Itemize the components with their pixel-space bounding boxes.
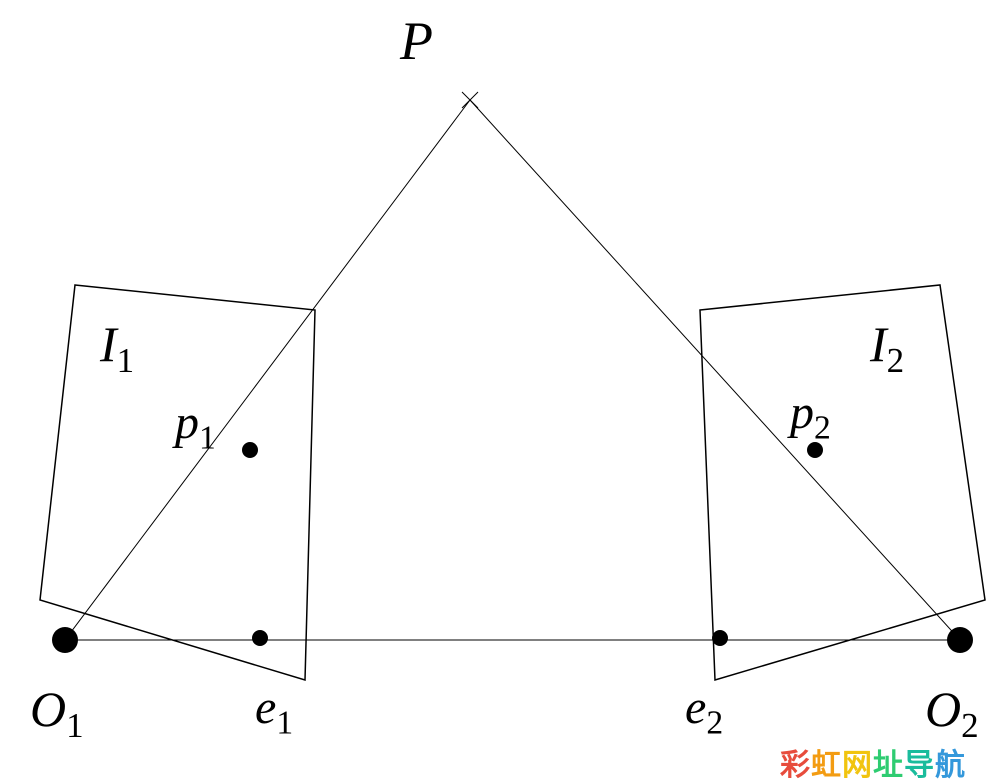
point-O1 xyxy=(52,627,78,653)
label-O2: O2 xyxy=(925,680,979,746)
point-O2 xyxy=(947,627,973,653)
point-e1 xyxy=(252,630,268,646)
label-I2-sub: 2 xyxy=(887,341,905,380)
label-p2: p2 xyxy=(790,385,831,448)
label-P: P xyxy=(400,10,433,72)
label-O1-text: O xyxy=(30,681,66,737)
label-p1-text: p xyxy=(175,396,199,449)
label-e2-text: e xyxy=(685,681,706,734)
plane-I1 xyxy=(40,285,315,680)
watermark-text: 彩虹网址导航 xyxy=(780,740,966,780)
label-I1-text: I xyxy=(100,316,117,372)
label-p2-sub: 2 xyxy=(814,410,831,447)
label-I2-text: I xyxy=(870,316,887,372)
label-p2-text: p xyxy=(790,386,814,439)
label-O1-sub: 1 xyxy=(66,706,84,745)
label-I1-sub: 1 xyxy=(117,341,135,380)
label-p1-sub: 1 xyxy=(199,420,216,457)
point-p1 xyxy=(242,442,258,458)
epipolar-diagram xyxy=(0,0,1000,780)
label-e1-sub: 1 xyxy=(276,705,293,742)
label-e1: e1 xyxy=(255,680,293,743)
point-e2 xyxy=(712,630,728,646)
label-e2-sub: 2 xyxy=(706,705,723,742)
label-e1-text: e xyxy=(255,681,276,734)
label-p1: p1 xyxy=(175,395,216,458)
label-e2: e2 xyxy=(685,680,723,743)
label-I1: I1 xyxy=(100,315,134,381)
label-P-text: P xyxy=(400,11,433,71)
label-O1: O1 xyxy=(30,680,84,746)
label-I2: I2 xyxy=(870,315,904,381)
label-O2-text: O xyxy=(925,681,961,737)
